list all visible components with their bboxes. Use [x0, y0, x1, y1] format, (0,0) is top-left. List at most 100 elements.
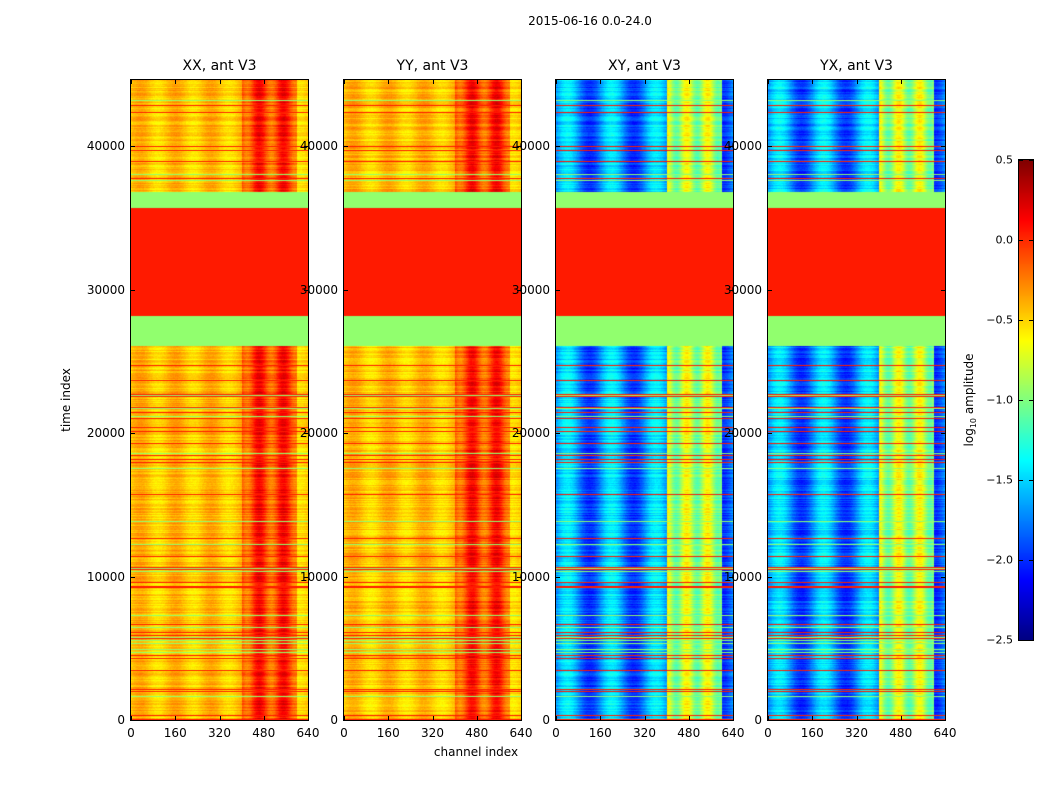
- heatmap-panel-xx: XX, ant V3 0 10000 20000 30000 40000 0 160 320 48…: [87, 58, 320, 740]
- panel-title: XX, ant V3: [182, 58, 257, 74]
- y-tick-mark: [304, 720, 308, 721]
- x-tick-mark: [644, 716, 646, 720]
- y-tick-label: 30000: [511, 282, 550, 297]
- colorbar-tick-mark: [1029, 240, 1033, 241]
- colorbar-tick-mark: [1029, 320, 1033, 321]
- y-tick-mark: [517, 720, 521, 721]
- x-tick-mark: [388, 80, 390, 84]
- x-axis-label: channel index: [433, 745, 519, 759]
- x-tick-label: 160: [163, 726, 187, 740]
- y-tick-mark: [344, 576, 348, 578]
- y-tick-label: 30000: [299, 282, 338, 297]
- x-tick-label: 320: [845, 726, 868, 740]
- y-tick-mark: [517, 289, 521, 291]
- y-tick-mark: [344, 289, 348, 291]
- x-tick-label: 320: [421, 726, 444, 740]
- colorbar-tick-label: −1.0: [986, 393, 1013, 407]
- y-tick-mark: [556, 289, 560, 291]
- y-tick-mark: [131, 576, 135, 578]
- y-tick-label: 10000: [511, 569, 550, 584]
- x-tick-mark: [556, 716, 557, 720]
- y-tick-mark: [131, 433, 135, 434]
- x-tick-mark: [175, 80, 177, 84]
- y-tick-mark: [304, 146, 308, 147]
- x-tick-label: 160: [588, 726, 612, 740]
- colorbar-tick-label: −2.0: [986, 553, 1013, 567]
- colorbar-tick-mark: [1019, 480, 1023, 481]
- y-tick-mark: [729, 576, 733, 578]
- x-tick-mark: [263, 716, 265, 720]
- x-tick-mark: [556, 80, 557, 84]
- figure-suptitle: 2015-06-16 0.0-24.0: [528, 14, 652, 28]
- x-tick-mark: [644, 80, 646, 84]
- heatmap-image: [768, 80, 945, 720]
- y-tick-mark: [556, 146, 560, 147]
- colorbar-tick-mark: [1029, 160, 1033, 161]
- colorbar-tick-mark: [1019, 320, 1023, 321]
- colorbar-gradient: [1019, 160, 1033, 640]
- x-tick-label: 0: [340, 726, 348, 740]
- heatmap-image: [131, 80, 308, 720]
- heatmap-image: [556, 80, 733, 720]
- colorbar-tick-mark: [1029, 480, 1033, 481]
- y-tick-label: 10000: [86, 569, 125, 584]
- y-tick-mark: [304, 576, 308, 578]
- y-tick-mark: [729, 289, 733, 291]
- colorbar-tick-mark: [1029, 400, 1033, 401]
- x-tick-mark: [812, 80, 814, 84]
- colorbar-tick-mark: [1019, 160, 1023, 161]
- y-tick-label: 20000: [723, 426, 762, 440]
- colorbar-tick-mark: [1019, 640, 1023, 641]
- x-tick-mark: [344, 716, 345, 720]
- x-tick-mark: [344, 80, 345, 84]
- x-tick-label: 0: [764, 726, 772, 740]
- y-tick-label: 30000: [723, 282, 762, 297]
- x-tick-mark: [600, 716, 602, 720]
- x-tick-mark: [600, 80, 602, 84]
- x-tick-mark: [308, 80, 309, 84]
- y-tick-label: 40000: [723, 139, 762, 153]
- panel-title: YY, ant V3: [396, 58, 469, 74]
- x-tick-mark: [856, 716, 858, 720]
- x-tick-mark: [521, 80, 522, 84]
- colorbar-tick-mark: [1029, 640, 1033, 641]
- x-tick-label: 320: [208, 726, 231, 740]
- x-tick-mark: [688, 80, 690, 84]
- y-axis-label: time index: [59, 368, 73, 432]
- x-tick-mark: [900, 80, 902, 84]
- x-tick-mark: [945, 716, 946, 720]
- y-tick-label: 20000: [299, 426, 338, 440]
- x-tick-mark: [768, 716, 769, 720]
- x-tick-mark: [476, 716, 478, 720]
- y-tick-label: 0: [330, 713, 338, 727]
- x-tick-label: 480: [889, 726, 913, 740]
- y-tick-mark: [517, 576, 521, 578]
- y-tick-mark: [517, 433, 521, 434]
- x-tick-mark: [733, 716, 734, 720]
- y-tick-mark: [556, 576, 560, 578]
- y-tick-mark: [941, 576, 945, 578]
- colorbar: 0.5 0.0 −0.5 −1.0 −1.5 −2.0 −2.5: [986, 154, 1034, 647]
- y-tick-mark: [517, 146, 521, 147]
- x-tick-mark: [945, 80, 946, 84]
- x-tick-mark: [688, 716, 690, 720]
- y-tick-mark: [344, 146, 348, 147]
- x-tick-mark: [733, 80, 734, 84]
- y-tick-mark: [729, 146, 733, 147]
- colorbar-tick-label: 0.5: [995, 153, 1014, 167]
- heatmap-image: [344, 80, 521, 720]
- y-tick-label: 0: [542, 713, 550, 727]
- y-tick-mark: [941, 433, 945, 434]
- heatmap-panel-yx: YX, ant V3 0 10000 20000 30000 40000 0 160 320 48…: [724, 58, 957, 740]
- colorbar-tick-mark: [1019, 240, 1023, 241]
- y-tick-mark: [344, 720, 348, 721]
- y-tick-label: 40000: [299, 139, 338, 153]
- y-tick-mark: [304, 433, 308, 434]
- x-tick-mark: [812, 716, 814, 720]
- y-tick-mark: [768, 146, 772, 147]
- y-tick-label: 10000: [299, 569, 338, 584]
- x-tick-mark: [131, 716, 132, 720]
- x-tick-mark: [388, 716, 390, 720]
- x-tick-label: 640: [296, 726, 320, 740]
- x-tick-mark: [131, 80, 132, 84]
